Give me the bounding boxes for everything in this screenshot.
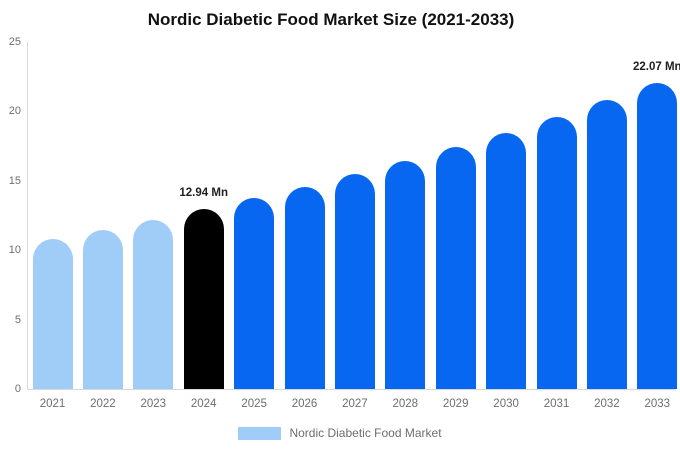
bar-2030[interactable] bbox=[486, 132, 527, 389]
legend-label: Nordic Diabetic Food Market bbox=[289, 426, 442, 440]
bar-2033[interactable] bbox=[637, 82, 678, 389]
x-axis-label-2032: 2032 bbox=[594, 398, 620, 410]
value-label-2033: 22.07 Mn bbox=[633, 60, 680, 73]
legend-swatch bbox=[238, 426, 282, 440]
y-axis-tick-label-10: 10 bbox=[8, 244, 21, 257]
bar-2028[interactable] bbox=[385, 161, 426, 389]
x-axis-label-2023: 2023 bbox=[140, 398, 167, 410]
chart-title: Nordic Diabetic Food Market Size (2021-2… bbox=[147, 10, 515, 29]
bar-2026[interactable] bbox=[284, 186, 325, 389]
x-axis-label-2021: 2021 bbox=[39, 398, 66, 410]
value-label-2024: 12.94 Mn bbox=[179, 187, 228, 200]
bar-2023[interactable] bbox=[133, 219, 174, 389]
y-axis-tick-label-15: 15 bbox=[8, 174, 21, 187]
y-axis-tick-label-25: 25 bbox=[8, 36, 21, 48]
x-axis-label-2027: 2027 bbox=[342, 398, 368, 410]
x-axis-label-2024: 2024 bbox=[190, 398, 217, 410]
x-axis-label-2028: 2028 bbox=[392, 398, 419, 410]
x-axis-label-2033: 2033 bbox=[644, 398, 671, 410]
x-axis-label-2026: 2026 bbox=[291, 398, 318, 410]
x-axis-label-2022: 2022 bbox=[90, 398, 116, 410]
y-axis-tick-label-20: 20 bbox=[8, 105, 21, 118]
bar-2027[interactable] bbox=[334, 174, 375, 389]
x-axis-label-2029: 2029 bbox=[442, 398, 469, 410]
x-axis-label-2030: 2030 bbox=[493, 398, 519, 410]
bar-2032[interactable] bbox=[586, 100, 627, 389]
x-axis-label-2025: 2025 bbox=[241, 398, 267, 410]
y-axis-tick-label-0: 0 bbox=[14, 383, 21, 395]
bar-2025[interactable] bbox=[234, 198, 275, 389]
y-axis-line bbox=[27, 42, 28, 389]
bar-2021[interactable] bbox=[32, 238, 73, 389]
legend: Nordic Diabetic Food Market bbox=[0, 426, 680, 440]
legend-item-nordic-diabetic-food-market[interactable]: Nordic Diabetic Food Market bbox=[238, 426, 442, 440]
bar-2024[interactable] bbox=[183, 209, 224, 389]
x-axis-line bbox=[27, 389, 676, 390]
y-axis-tick-label-5: 5 bbox=[14, 313, 21, 326]
x-axis-label-2031: 2031 bbox=[543, 398, 570, 410]
bar-2022[interactable] bbox=[82, 229, 123, 389]
bar-2029[interactable] bbox=[435, 147, 476, 389]
bar-2031[interactable] bbox=[536, 116, 577, 389]
